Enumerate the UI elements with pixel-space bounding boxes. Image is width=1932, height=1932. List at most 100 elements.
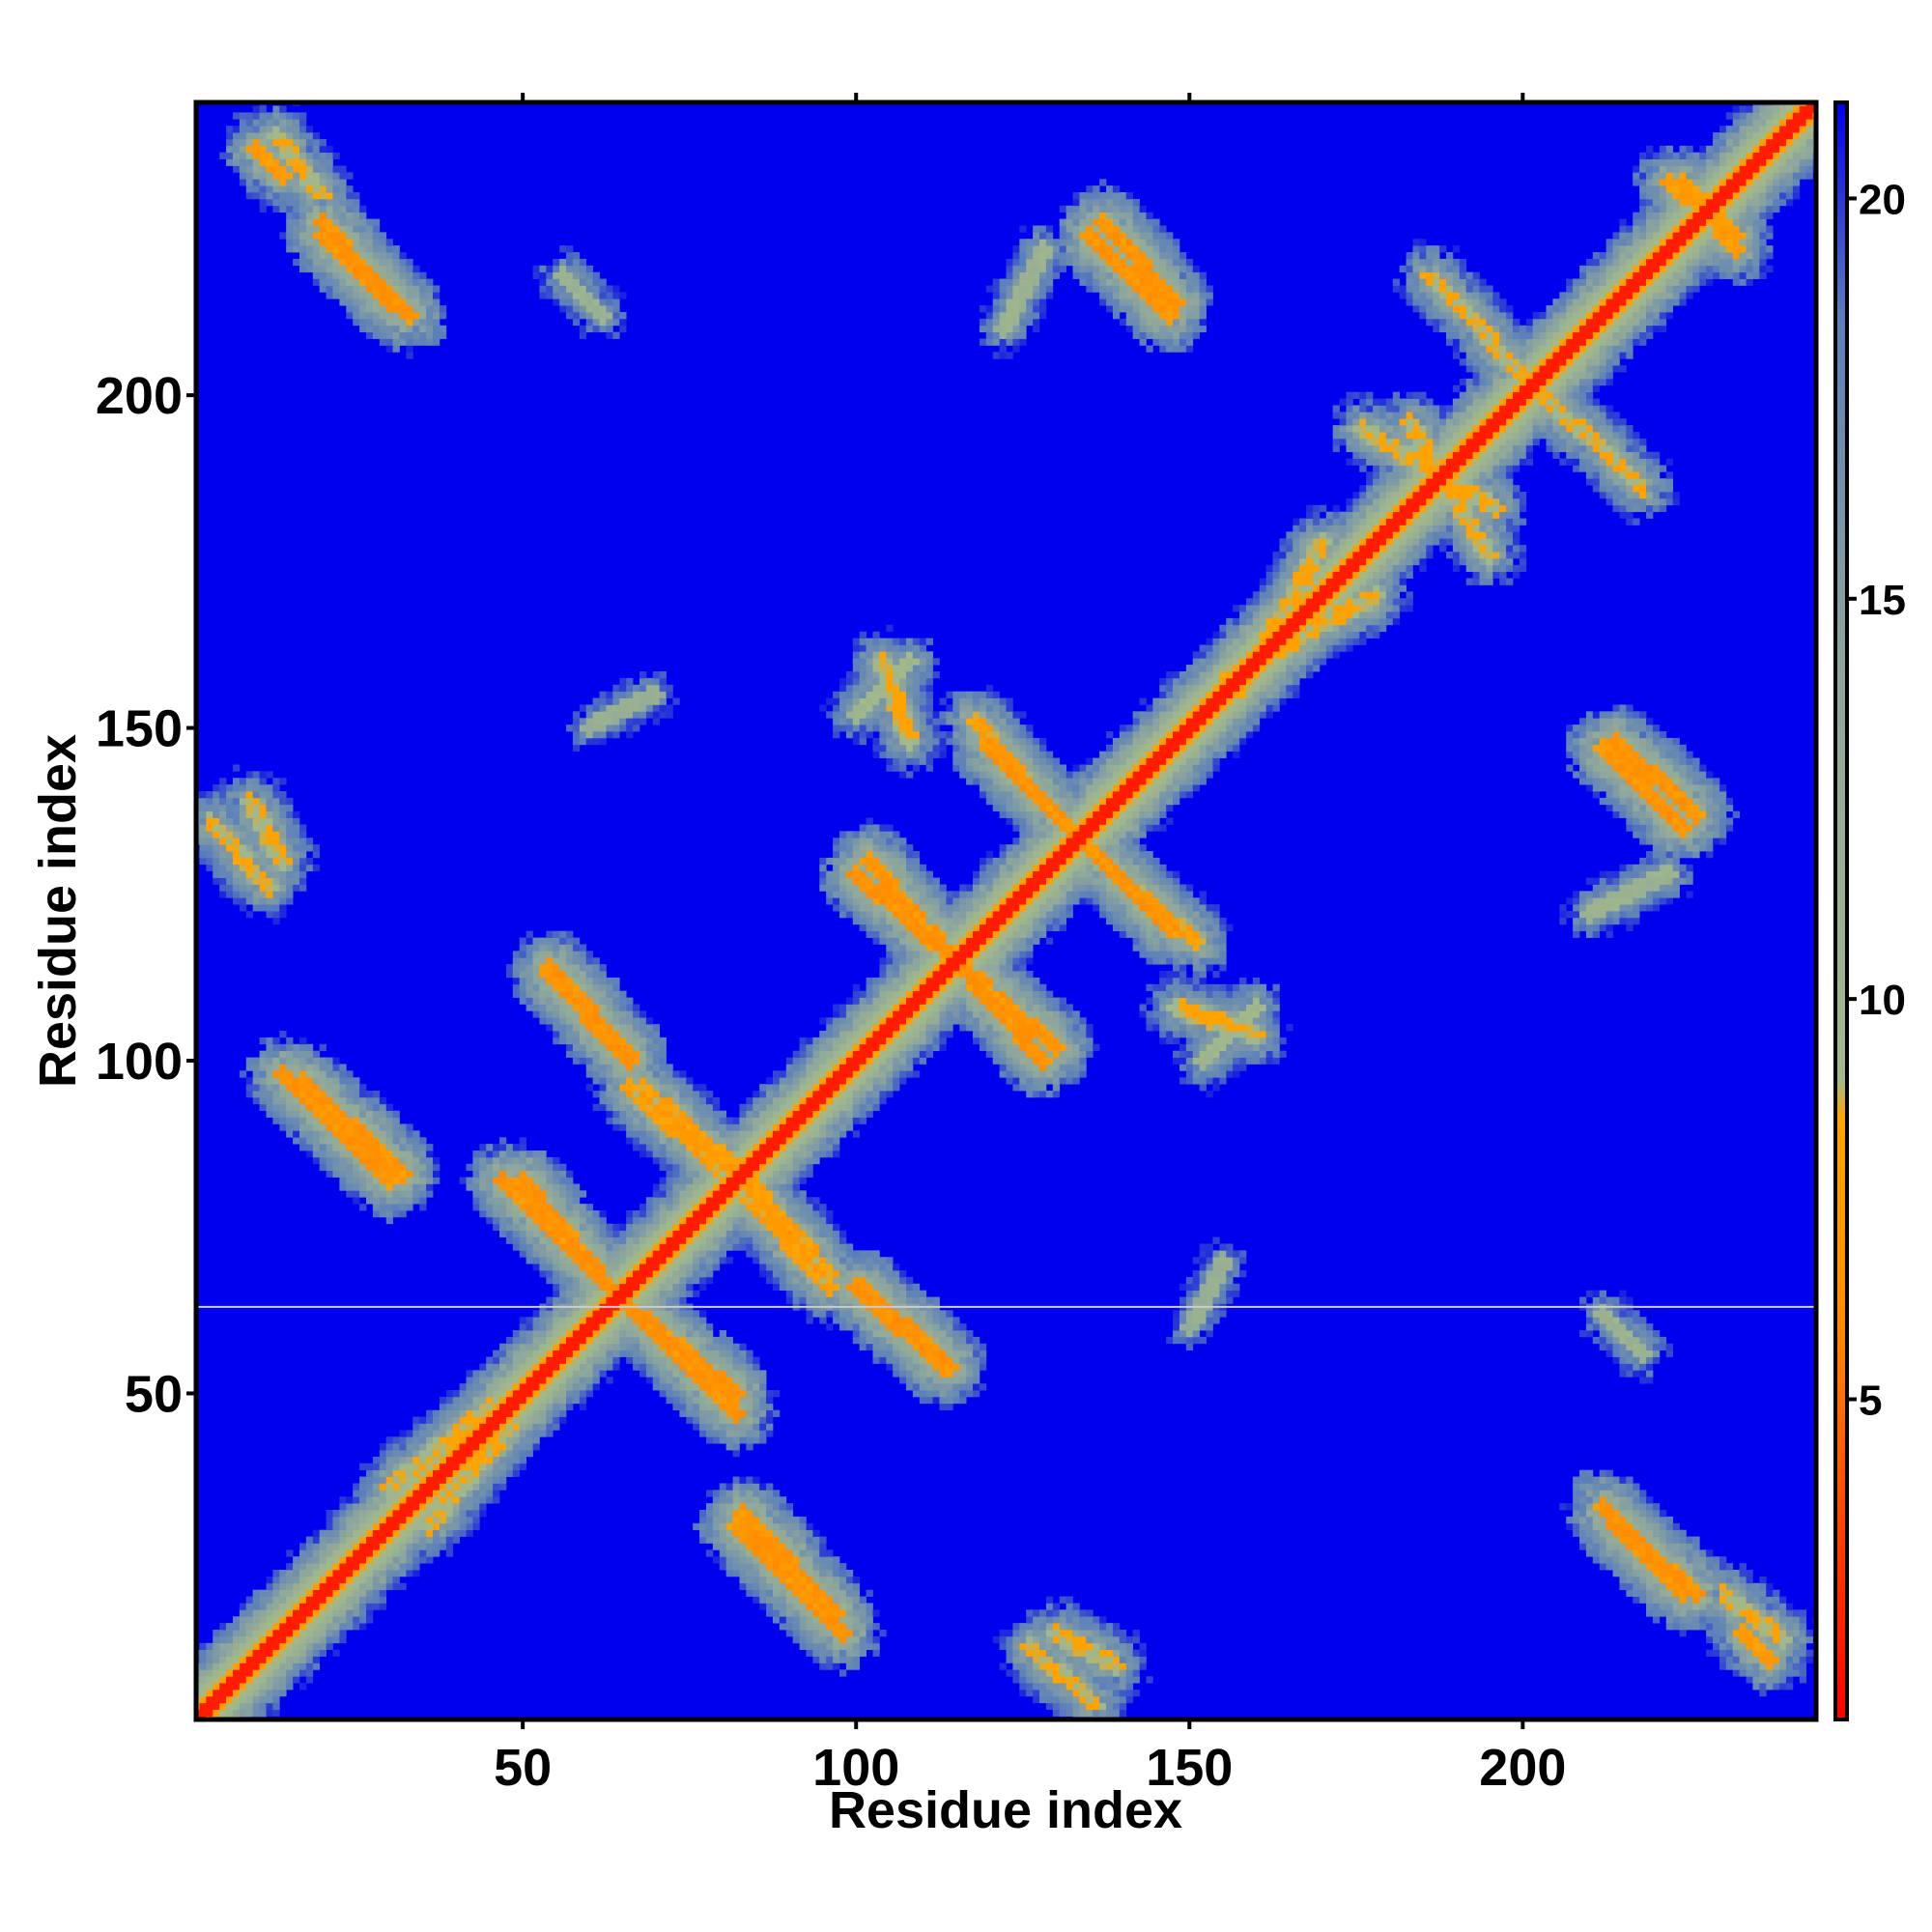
heatmap-cell: [412, 1503, 420, 1511]
heatmap-cell: [626, 1070, 634, 1078]
heatmap-cell: [546, 1264, 554, 1271]
heatmap-cell: [759, 1390, 767, 1398]
heatmap-cell: [319, 212, 327, 219]
heatmap-cell: [279, 1623, 287, 1631]
heatmap-cell: [799, 1064, 807, 1071]
heatmap-cell: [619, 1057, 627, 1065]
heatmap-cell: [385, 1563, 393, 1571]
heatmap-cell: [245, 179, 254, 186]
heatmap-cell: [346, 1163, 354, 1172]
heatmap-cell: [452, 1463, 460, 1471]
heatmap-cell: [539, 1383, 547, 1391]
heatmap-cell: [612, 1070, 620, 1078]
heatmap-cell: [293, 212, 300, 219]
heatmap-cell: [379, 1589, 387, 1597]
heatmap-cell: [712, 1430, 721, 1437]
heatmap-cell: [792, 1563, 800, 1571]
heatmap-cell: [759, 1576, 767, 1584]
heatmap-cell: [712, 1210, 721, 1218]
heatmap-cell: [739, 1117, 747, 1124]
heatmap-cell: [659, 1210, 667, 1218]
heatmap-cell: [766, 1409, 774, 1417]
heatmap-cell: [505, 1216, 514, 1225]
heatmap-cell: [346, 252, 354, 260]
heatmap-cell: [772, 1223, 781, 1232]
heatmap-cell: [539, 951, 547, 958]
heatmap-cell: [645, 1130, 654, 1138]
heatmap-cell: [772, 1264, 781, 1271]
heatmap-cell: [679, 1343, 687, 1351]
heatmap-cell: [792, 1536, 800, 1544]
heatmap-cell: [566, 1343, 574, 1351]
heatmap-cell: [419, 278, 427, 286]
heatmap-cell: [259, 884, 267, 892]
heatmap-cell: [725, 1522, 733, 1531]
heatmap-cell: [612, 1096, 620, 1105]
heatmap-cell: [639, 1363, 647, 1371]
heatmap-cell: [392, 298, 400, 306]
heatmap-cell: [353, 1510, 360, 1518]
heatmap-cell: [566, 1257, 574, 1264]
heatmap-cell: [312, 1549, 321, 1557]
heatmap-cell: [426, 1409, 434, 1417]
heatmap-cell: [792, 1576, 800, 1584]
heatmap-cell: [746, 1243, 753, 1251]
heatmap-cell: [652, 1250, 661, 1258]
heatmap-cell: [332, 1144, 340, 1151]
heatmap-cell: [326, 1596, 333, 1604]
heatmap-cell: [305, 1603, 314, 1610]
heatmap-cell: [326, 165, 333, 173]
heatmap-cell: [346, 225, 354, 233]
heatmap-cell: [606, 1250, 613, 1258]
heatmap-cell: [585, 718, 594, 725]
heatmap-cell: [479, 1423, 487, 1431]
heatmap-cell: [479, 1377, 487, 1384]
heatmap-cell: [219, 851, 227, 859]
heatmap-cell: [532, 1264, 540, 1271]
heatmap-cell: [585, 1296, 594, 1304]
heatmap-cell: [252, 1064, 260, 1071]
heatmap-cell: [626, 1050, 634, 1058]
heatmap-cell: [645, 1216, 654, 1225]
heatmap-cell: [559, 1416, 567, 1424]
heatmap-cell: [279, 1683, 287, 1690]
heatmap-cell: [746, 1190, 753, 1198]
heatmap-cell: [232, 877, 241, 885]
heatmap-cell: [279, 1050, 287, 1058]
heatmap-cell: [319, 1570, 327, 1577]
heatmap-cell: [799, 1609, 807, 1617]
heatmap-cell: [553, 271, 560, 279]
heatmap-cell: [759, 1250, 767, 1258]
heatmap-cell: [599, 971, 607, 979]
heatmap-cell: [479, 1496, 487, 1504]
heatmap-cell: [353, 298, 360, 306]
heatmap-cell: [785, 1190, 794, 1198]
heatmap-cell: [272, 1596, 280, 1604]
heatmap-cell: [266, 864, 273, 872]
heatmap-cell: [272, 126, 280, 133]
heatmap-cell: [232, 112, 241, 120]
heatmap-cell: [766, 1430, 774, 1437]
heatmap-cell: [479, 1177, 487, 1184]
heatmap-cell: [739, 1436, 747, 1444]
heatmap-cell: [746, 1556, 753, 1564]
heatmap-cell: [252, 1070, 260, 1078]
heatmap-cell: [739, 1390, 747, 1398]
heatmap-cell: [785, 1216, 794, 1225]
heatmap-cell: [419, 1516, 427, 1524]
heatmap-cell: [512, 1163, 521, 1172]
heatmap-cell: [319, 1123, 327, 1131]
heatmap-cell: [553, 285, 560, 293]
heatmap-cell: [566, 983, 574, 992]
heatmap-cell: [232, 1649, 241, 1657]
heatmap-cell: [753, 1210, 760, 1218]
heatmap-cell: [712, 1396, 721, 1405]
heatmap-cell: [572, 298, 581, 306]
heatmap-cell: [572, 977, 581, 985]
heatmap-cell: [779, 1510, 787, 1518]
heatmap-cell: [572, 718, 581, 725]
heatmap-cell: [619, 1317, 627, 1324]
heatmap-cell: [652, 1230, 661, 1237]
heatmap-cell: [619, 697, 627, 705]
heatmap-cell: [553, 265, 560, 273]
